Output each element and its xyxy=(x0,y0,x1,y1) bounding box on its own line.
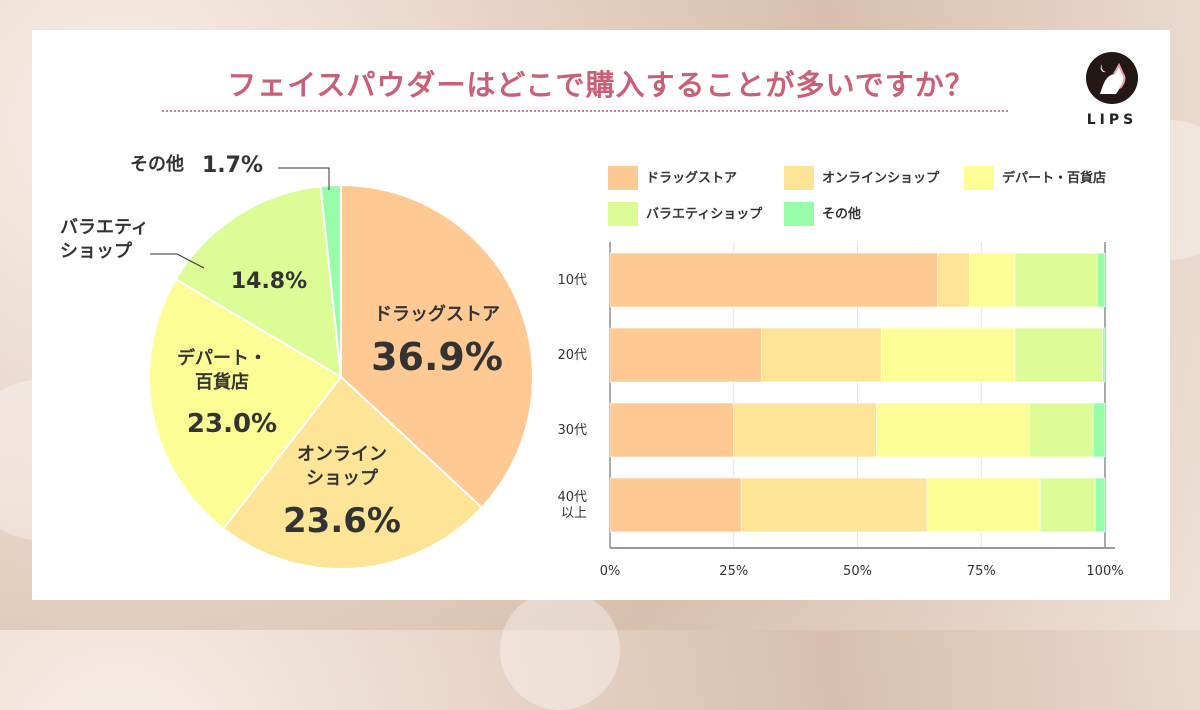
bar-segment xyxy=(733,402,877,458)
pie-slice-2 xyxy=(148,277,343,531)
bar-segment xyxy=(740,477,928,533)
page-title: フェイスパウダーはどこで購入することが多いですか？ xyxy=(227,68,975,102)
legend-swatch xyxy=(608,166,638,190)
y-tick-label: 20代 xyxy=(557,348,587,363)
bar-segment xyxy=(926,477,1041,533)
bar-segment xyxy=(609,477,742,533)
pie-label: その他 xyxy=(130,153,184,175)
pie-slice-1 xyxy=(221,375,484,570)
bar-segment xyxy=(937,252,970,308)
bar-segment xyxy=(609,327,762,383)
pie-chart: ドラッグストア36.9%オンラインショップ23.6%デパート・百貨店23.0%1… xyxy=(60,153,534,570)
bar-segment xyxy=(609,402,735,458)
pie-value-label: 14.8% xyxy=(231,269,307,294)
legend-swatch xyxy=(784,202,814,226)
x-tick-label: 50% xyxy=(843,564,872,579)
pie-label: デパート・ xyxy=(177,347,267,369)
x-tick-label: 75% xyxy=(967,564,996,579)
lips-logo: LIPS xyxy=(1082,52,1142,128)
pie-slice-4 xyxy=(319,183,342,378)
pie-value-label: 23.0% xyxy=(187,409,277,439)
y-tick-label: 40代 xyxy=(557,490,587,505)
y-tick-label: 10代 xyxy=(557,273,587,288)
legend-label: バラエティショップ xyxy=(646,207,763,222)
bar-segment xyxy=(876,402,1030,458)
pie-slice-3 xyxy=(174,184,343,379)
pie-label: 百貨店 xyxy=(195,371,249,393)
logo-text: LIPS xyxy=(1086,112,1138,128)
bar-segment xyxy=(1092,402,1106,458)
bar-segment xyxy=(1014,327,1103,383)
bar-segment xyxy=(1014,252,1098,308)
pie-label: バラエティ xyxy=(60,217,149,238)
pie-value-label: 36.9% xyxy=(371,335,503,379)
legend-label: オンラインショップ xyxy=(822,171,940,186)
bar-segment xyxy=(969,252,1016,308)
x-tick-label: 0% xyxy=(600,564,621,579)
legend-swatch xyxy=(608,202,638,226)
leader-line xyxy=(150,253,205,269)
x-tick-label: 100% xyxy=(1086,564,1123,579)
pie-label: ドラッグストア xyxy=(374,303,500,325)
x-tick-label: 25% xyxy=(719,564,748,579)
pie-label: ショップ xyxy=(60,240,133,262)
card: フェイスパウダーはどこで購入することが多いですか？ LIPS ドラッグストア 36… xyxy=(32,30,1170,600)
bar-segment xyxy=(1039,477,1096,533)
bar-segment xyxy=(1102,327,1106,383)
pie-value-label: 23.6% xyxy=(283,501,401,541)
legend-label: ドラッグストア xyxy=(646,170,737,186)
legend-swatch xyxy=(784,166,814,190)
title-underline xyxy=(162,110,1008,112)
deer-logo-icon xyxy=(1086,52,1138,104)
pie-slice-0 xyxy=(340,183,534,509)
pie-value-label: 1.7% xyxy=(202,153,263,178)
legend-swatch xyxy=(964,166,994,190)
bar-segment xyxy=(1097,252,1106,308)
bar-segment xyxy=(1028,402,1094,458)
legend-label: その他 xyxy=(822,206,861,222)
pie-label: ショップ xyxy=(306,467,379,489)
bar-segment xyxy=(1094,477,1106,533)
bar-segment xyxy=(880,327,1016,383)
y-tick-label: 30代 xyxy=(557,423,587,438)
bar-segment xyxy=(609,252,938,308)
legend-label: デパート・百貨店 xyxy=(1002,170,1106,186)
y-tick-label: 以上 xyxy=(561,506,587,521)
bar-segment xyxy=(761,327,882,383)
leader-line xyxy=(278,167,330,190)
pie-label: オンライン xyxy=(297,444,387,465)
